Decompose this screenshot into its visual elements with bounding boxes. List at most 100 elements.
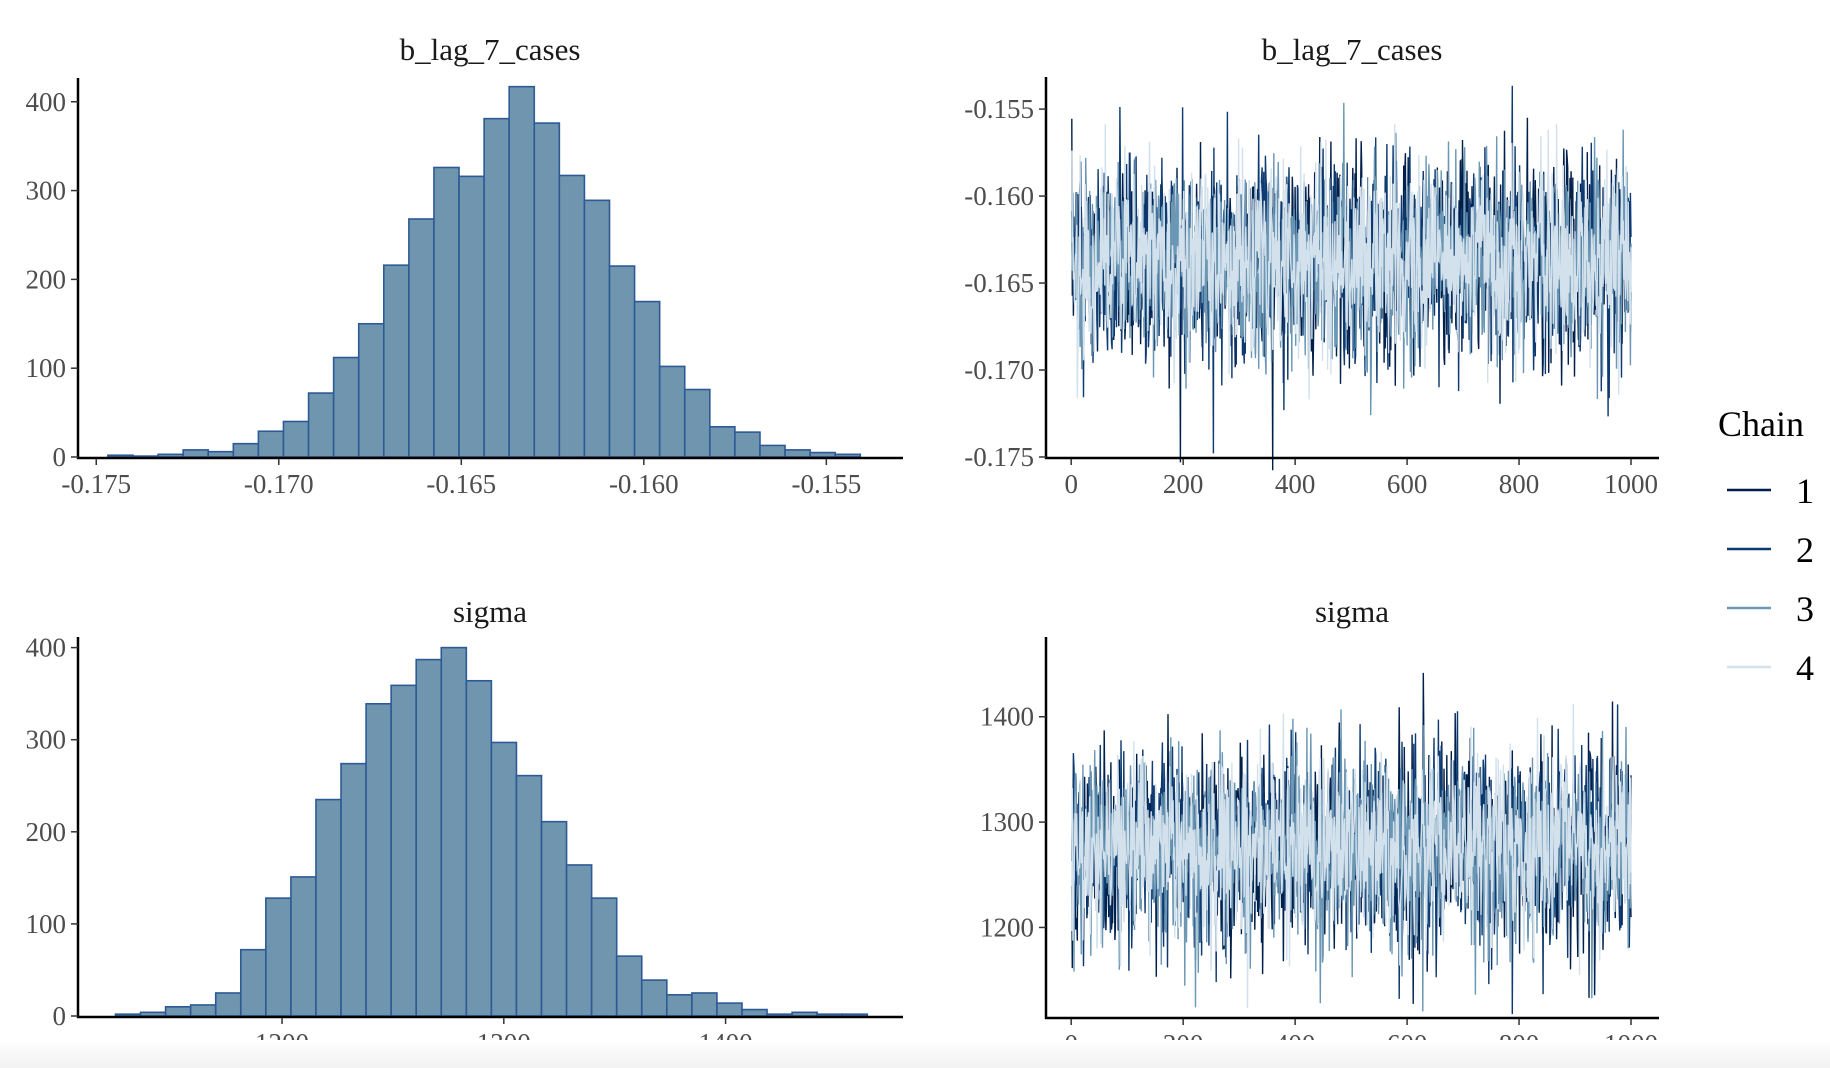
x-tick-label: -0.165 — [426, 469, 496, 499]
histogram-bar — [759, 444, 786, 458]
y-tick-label: 1200 — [980, 912, 1034, 942]
panel-trace-sigma: sigma 02004006008001000120013001400 — [980, 594, 1659, 1059]
x-tick-label: 1000 — [1604, 469, 1658, 499]
histogram-bar — [157, 453, 184, 458]
panel-title: sigma — [453, 594, 527, 629]
histogram-bar — [490, 741, 518, 1017]
y-tick-label: -0.175 — [964, 442, 1034, 472]
histogram-bar — [340, 762, 367, 1017]
histogram-bar — [433, 166, 460, 458]
histogram-bar — [365, 702, 392, 1017]
histogram-bar — [415, 658, 443, 1017]
histogram-bar — [282, 420, 310, 458]
y-tick-label: 200 — [26, 817, 67, 847]
x-tick-label: -0.170 — [244, 469, 314, 499]
histogram-bar — [508, 85, 536, 458]
histogram-bar — [741, 1008, 768, 1017]
histogram-bar — [207, 450, 235, 458]
y-tick-label: 300 — [26, 725, 67, 755]
x-tick-label: 200 — [1163, 469, 1204, 499]
histogram-bar — [809, 451, 837, 458]
histogram-bar — [784, 449, 811, 458]
legend-label: 3 — [1796, 589, 1814, 629]
histogram-bar — [164, 1005, 192, 1017]
histogram-bar — [265, 897, 292, 1017]
panel-histogram-sigma: sigma 1200130014000100200300400 — [26, 594, 903, 1058]
histogram-bar — [257, 430, 285, 458]
x-tick-label: 600 — [1387, 469, 1428, 499]
histogram-bar — [332, 356, 360, 458]
y-tick-label: -0.165 — [964, 268, 1034, 298]
legend-title: Chain — [1718, 404, 1804, 444]
histogram-bar — [357, 322, 385, 458]
y-tick-label: -0.155 — [964, 94, 1034, 124]
legend: Chain 1 2 3 4 — [1718, 404, 1814, 688]
y-tick-label: 0 — [53, 1001, 67, 1031]
histogram-bar — [533, 122, 561, 458]
y-tick-label: 400 — [26, 633, 67, 663]
histogram-bar — [841, 1013, 869, 1017]
y-tick-label: 100 — [26, 909, 67, 939]
histogram-bar — [465, 679, 493, 1017]
histogram-bar — [658, 365, 686, 458]
x-tick-label: 400 — [1275, 469, 1316, 499]
histogram-bar — [565, 864, 593, 1017]
histogram-bar — [483, 117, 510, 458]
legend-label: 2 — [1796, 530, 1814, 570]
trace-line-chain-4 — [1071, 123, 1632, 400]
histogram-bar — [615, 955, 643, 1017]
histogram-bar — [440, 646, 468, 1017]
x-tick-label: -0.155 — [791, 469, 861, 499]
histogram-bar — [107, 454, 134, 458]
y-tick-label: 400 — [26, 87, 67, 117]
y-tick-label: 1300 — [980, 807, 1034, 837]
legend-label: 4 — [1796, 648, 1814, 688]
window-bottom-strip — [0, 1040, 1830, 1068]
x-tick-label: -0.175 — [61, 469, 131, 499]
histogram-bar — [408, 218, 435, 458]
panel-title: b_lag_7_cases — [1262, 32, 1443, 67]
histogram-bar — [189, 1004, 217, 1017]
histogram-bar — [290, 876, 317, 1017]
y-tick-label: 300 — [26, 176, 67, 206]
histogram-bar — [834, 453, 862, 458]
histogram-bar — [640, 979, 668, 1017]
histogram-bar — [139, 1011, 167, 1017]
histogram-bar — [382, 264, 410, 458]
y-tick-label: -0.160 — [964, 181, 1034, 211]
histogram-bar — [540, 820, 568, 1017]
y-tick-label: 200 — [26, 264, 67, 294]
histogram-bar — [315, 798, 342, 1017]
y-tick-label: 100 — [26, 353, 67, 383]
panel-title: b_lag_7_cases — [400, 32, 581, 67]
y-tick-label: 1400 — [980, 702, 1034, 732]
panel-title: sigma — [1315, 594, 1389, 629]
histogram-bar — [558, 174, 586, 458]
histogram-bar — [307, 392, 335, 458]
histogram-bar — [734, 431, 761, 458]
histogram-bar — [608, 265, 636, 458]
histogram-bar — [816, 1013, 844, 1017]
histogram-bar — [239, 948, 267, 1017]
panel-histogram-b-lag-7-cases: b_lag_7_cases -0.175 -0.170 -0.165 -0.160 -0… — [26, 32, 903, 499]
histogram-bar — [232, 442, 260, 458]
histogram-bar — [716, 1002, 743, 1017]
x-tick-label: 0 — [1064, 469, 1078, 499]
y-tick-label: -0.170 — [964, 355, 1034, 385]
x-tick-label: 800 — [1499, 469, 1540, 499]
trace-line-chain-4 — [1071, 703, 1632, 1009]
panel-trace-b-lag-7-cases: b_lag_7_cases 0 200 400 600 800 1000 -0.155 -0.… — [964, 32, 1659, 499]
histogram-bar — [390, 684, 418, 1017]
histogram-bar — [515, 774, 543, 1017]
y-tick-label: 0 — [53, 442, 67, 472]
histogram-bar — [182, 449, 210, 458]
legend-label: 1 — [1796, 471, 1814, 511]
histogram-bar — [214, 992, 242, 1017]
histogram-bar — [583, 199, 611, 458]
histogram-bar — [791, 1011, 818, 1017]
x-tick-label: -0.160 — [609, 469, 679, 499]
histogram-bar — [114, 1013, 142, 1017]
histogram-bar — [709, 426, 736, 458]
histogram-bar — [683, 388, 711, 458]
